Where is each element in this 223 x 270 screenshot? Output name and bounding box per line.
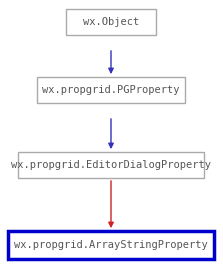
FancyBboxPatch shape: [18, 152, 204, 178]
Text: wx.propgrid.PGProperty: wx.propgrid.PGProperty: [42, 85, 180, 95]
FancyBboxPatch shape: [8, 231, 214, 259]
Text: wx.propgrid.ArrayStringProperty: wx.propgrid.ArrayStringProperty: [14, 240, 208, 250]
Text: wx.propgrid.EditorDialogProperty: wx.propgrid.EditorDialogProperty: [11, 160, 211, 170]
FancyBboxPatch shape: [37, 77, 185, 103]
Text: wx.Object: wx.Object: [83, 17, 139, 27]
FancyBboxPatch shape: [66, 9, 156, 35]
